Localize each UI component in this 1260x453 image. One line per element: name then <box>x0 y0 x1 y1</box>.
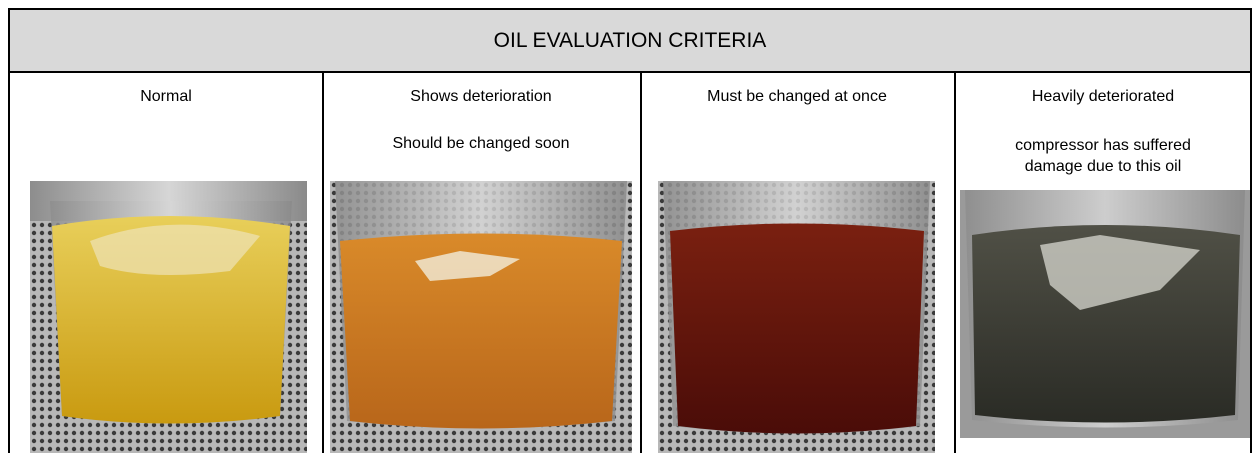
oil-photo-normal <box>30 181 307 453</box>
criteria-text: Shows deterioration <box>410 88 551 106</box>
criteria-text: Should be changed soon <box>392 135 569 153</box>
table-title: OIL EVALUATION CRITERIA <box>10 10 1250 73</box>
column-divider <box>640 73 642 453</box>
criteria-text: compressor has suffered <box>1015 137 1191 155</box>
column-divider <box>954 73 956 453</box>
oil-photo-heavily-deteriorated <box>960 190 1250 438</box>
oil-photo-deteriorating <box>330 181 632 453</box>
oil-photo-change-now <box>658 181 935 453</box>
column-divider <box>322 73 324 453</box>
criteria-text: damage due to this oil <box>1025 158 1182 176</box>
page: OIL EVALUATION CRITERIA <box>0 0 1260 453</box>
criteria-text: Heavily deteriorated <box>1032 88 1174 106</box>
criteria-text: Must be changed at once <box>707 88 887 106</box>
criteria-text: Normal <box>140 88 192 106</box>
